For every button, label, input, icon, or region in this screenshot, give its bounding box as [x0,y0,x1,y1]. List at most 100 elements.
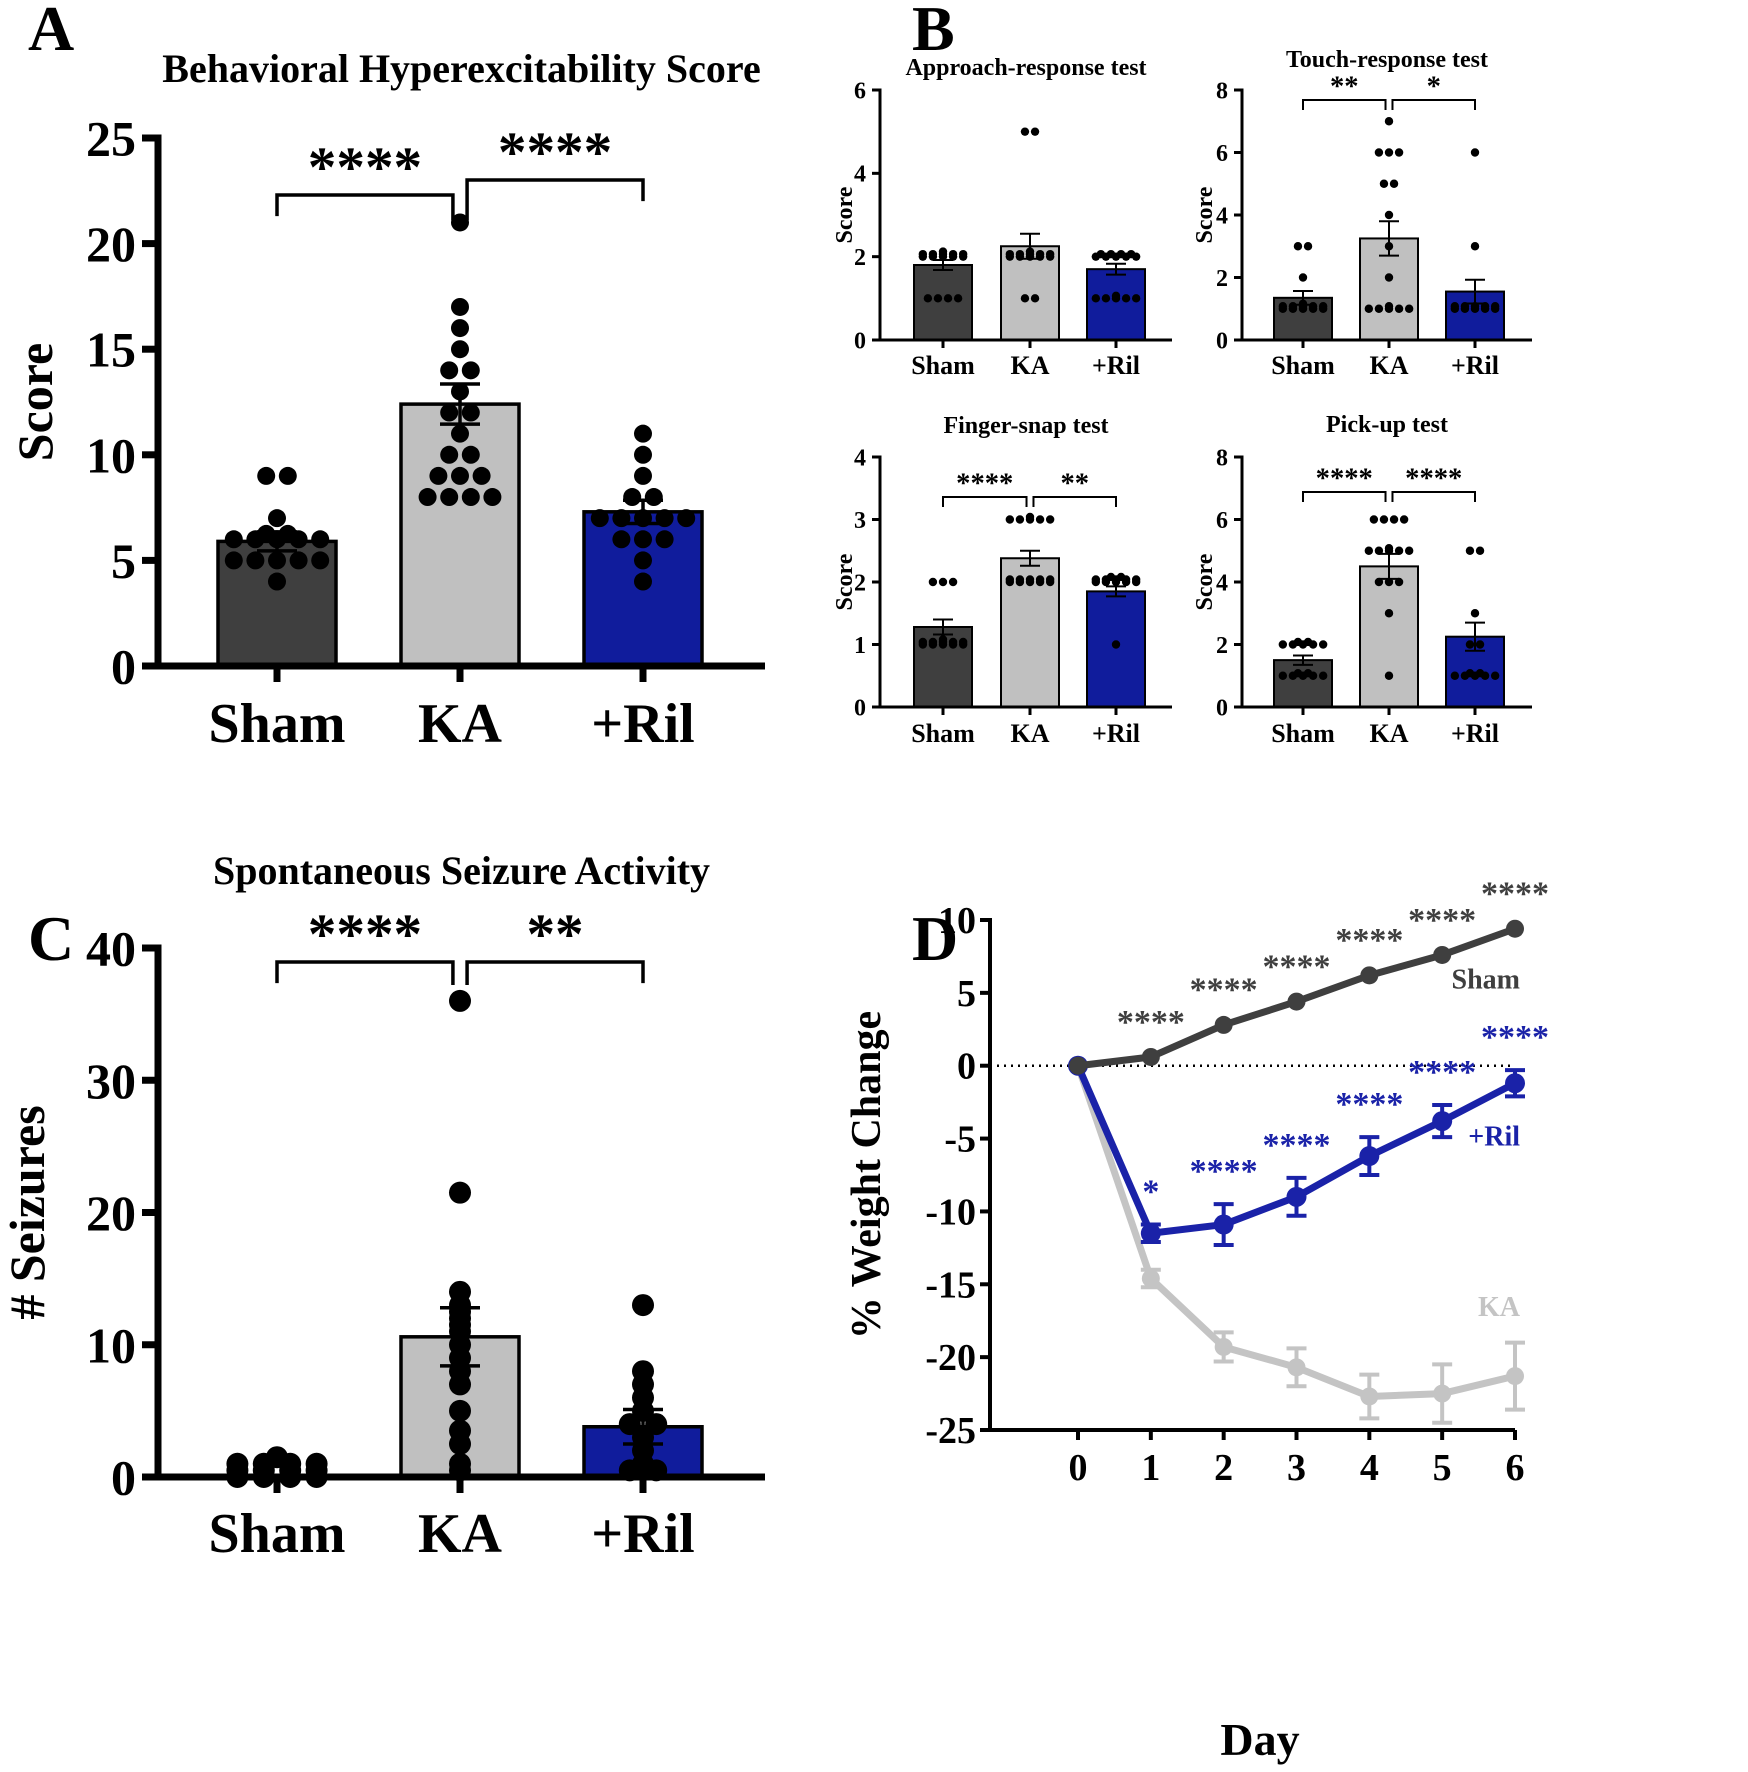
data-point-ril [634,424,652,443]
y-tick-label: 4 [854,162,866,188]
data-point-ka [1005,249,1015,259]
data-point-ka [1374,148,1384,157]
panel-label-b: B [912,0,955,64]
x-tick-label-ka: KA [1011,351,1050,380]
data-point-ka [1035,575,1045,584]
data-point-ka [483,488,502,507]
data-point-ril [634,530,652,549]
significance-label: **** [498,121,612,184]
data-point-sham [266,1446,288,1469]
bar-ril [1086,268,1146,341]
bar-ka [1359,565,1419,708]
data-point-ril [623,488,642,507]
significance-bracket [465,178,645,220]
data-point-sham [1303,637,1313,647]
data-point-sham [1293,242,1303,251]
data-point-sham [953,294,963,303]
data-point-ka [461,403,480,422]
data-point-ril [1475,640,1485,649]
data-point-ril [1470,148,1480,157]
data-point-ril [632,1294,654,1317]
data-point-sham [268,551,286,570]
significance-label-ril: * [1142,1174,1159,1211]
bar-ka [399,402,521,668]
y-tick-label: 0 [111,639,136,695]
y-tick-label: 2 [1216,266,1228,292]
y-tick-label: 25 [86,111,136,167]
data-point-sham [278,466,297,485]
significance-label: **** [308,903,422,966]
data-point-ka [1433,1384,1452,1403]
significance-label-sham: **** [1408,902,1476,939]
data-point-ka [1384,210,1394,220]
significance-label: **** [1405,464,1462,495]
data-point-ka [1364,546,1374,555]
data-point-ka [1025,512,1035,522]
data-point-ka [1287,1358,1306,1377]
x-tick-label-ril: +Ril [1451,719,1499,748]
data-point-ril [1450,302,1460,311]
data-point-ka [1015,515,1025,524]
y-tick-label: 0 [854,328,866,354]
data-point-ril [1126,249,1136,259]
data-point-ka [418,488,437,507]
y-tick-label: 5 [957,973,976,1015]
significance-label-ril: **** [1263,1127,1331,1164]
data-point-ka [440,403,459,422]
y-tick-label: 10 [86,1317,136,1373]
data-point-sham [948,637,958,647]
data-point-ka [1384,302,1394,311]
data-point-ka [449,1181,471,1204]
data-point-sham [1293,669,1303,678]
data-point-ril [1490,671,1500,680]
data-point-ril [1091,294,1101,303]
significance-label-ril: **** [1481,1019,1549,1056]
data-point-ril [1470,609,1480,618]
chart-title: Spontaneous Seizure Activity [213,848,710,893]
data-point-sham [305,1452,328,1475]
y-tick-label: 10 [938,900,976,942]
y-tick-label: 20 [86,1185,136,1241]
data-point-ka [461,445,480,464]
data-point-ka [1045,249,1055,259]
x-tick-label: 5 [1433,1447,1452,1489]
y-tick-label: 6 [854,78,866,104]
x-tick-label-ril: +Ril [591,1503,694,1565]
data-point-ka [1020,127,1030,136]
data-point-ril [612,530,631,549]
significance-label-ril: **** [1190,1153,1258,1190]
significance-bracket [1391,491,1476,502]
data-point-ril [677,509,696,528]
data-point-ril [644,488,663,507]
x-tick-label: 6 [1506,1447,1525,1489]
series-label-sham: Sham [1452,964,1520,995]
chart-title: Pick-up test [1326,412,1448,438]
data-point-ril [1116,249,1126,259]
data-point-ka [472,466,491,485]
data-point-ril [1465,640,1475,649]
data-point-sham [1303,669,1313,678]
significance-label-sham: **** [1263,948,1331,985]
data-point-sham [226,1452,249,1475]
data-point-ka [1404,546,1414,555]
data-point-ril [1091,575,1101,584]
y-tick-label: 0 [1216,695,1228,721]
data-point-ka [1035,249,1045,259]
data-point-ka [451,213,469,232]
bar-sham [913,264,973,341]
y-axis-label: Score [832,553,858,610]
data-point-ka [440,361,459,380]
data-point-sham [918,249,928,259]
y-tick-label: 4 [854,445,866,471]
y-axis-label: Score [1192,186,1218,243]
significance-bracket [942,496,1028,507]
data-point-ril [1465,669,1475,678]
bar-ril [1086,590,1146,708]
x-tick-label: 0 [1069,1447,1088,1489]
data-point-sham [1069,1056,1087,1075]
data-point-sham [1278,671,1288,680]
data-point-ril [1131,575,1141,584]
data-point-sham [938,635,948,644]
data-point-ka [451,297,469,316]
